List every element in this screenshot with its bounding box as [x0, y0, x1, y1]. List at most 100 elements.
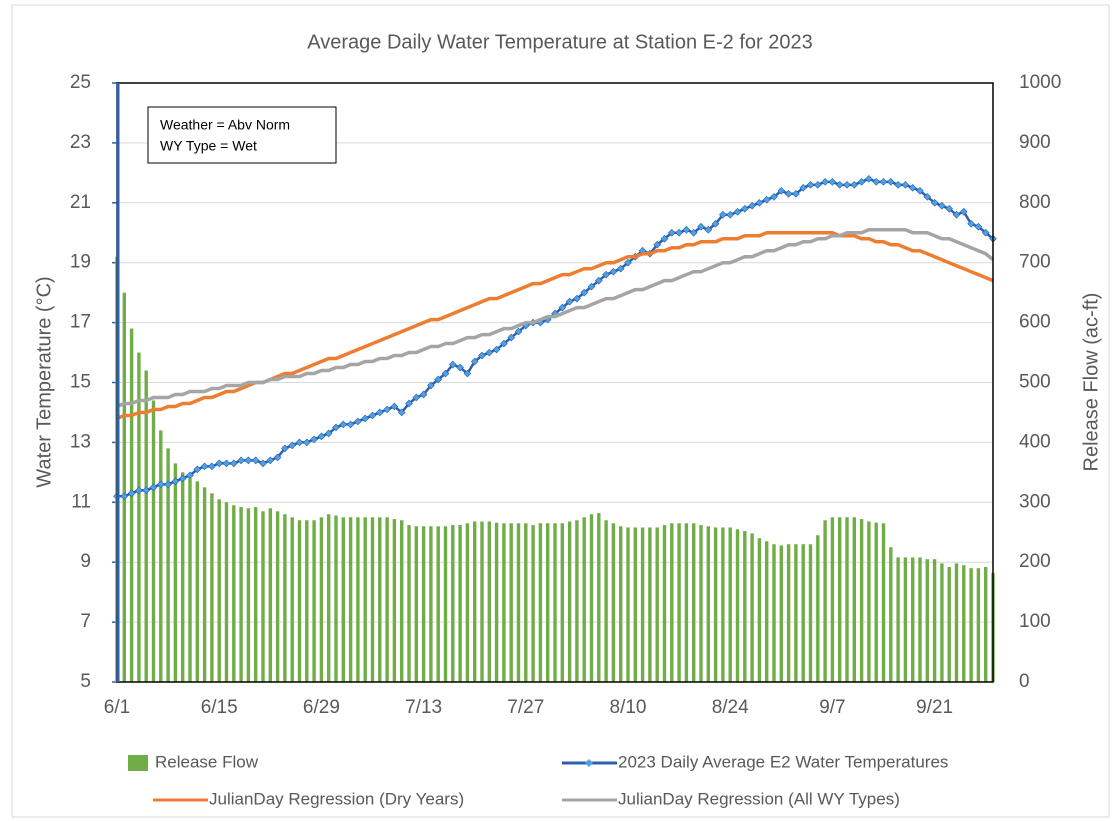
bar	[392, 519, 397, 682]
marker	[967, 219, 975, 228]
marker	[215, 459, 224, 468]
y2-tick-label: 900	[1019, 132, 1051, 153]
bar	[268, 508, 272, 682]
bar	[611, 523, 616, 682]
marker	[580, 288, 589, 297]
marker	[616, 264, 625, 273]
marker	[770, 192, 778, 201]
bar	[692, 523, 696, 682]
marker	[193, 465, 202, 474]
marker	[660, 234, 669, 243]
marker	[704, 225, 713, 234]
marker	[865, 175, 873, 183]
marker	[251, 456, 260, 465]
bar	[319, 517, 324, 682]
bar	[122, 292, 126, 682]
bar	[144, 370, 148, 682]
marker	[200, 462, 209, 471]
marker	[324, 429, 333, 438]
bar	[378, 517, 382, 682]
y2-tick-label: 100	[1019, 611, 1051, 632]
marker	[959, 207, 968, 216]
marker	[872, 178, 881, 186]
bar	[509, 523, 513, 682]
marker	[237, 456, 245, 465]
marker	[733, 207, 742, 216]
bar	[239, 507, 243, 682]
marker	[405, 399, 413, 408]
bar	[619, 526, 623, 682]
marker	[565, 297, 574, 306]
y-tick-label: 13	[70, 431, 91, 452]
bar	[640, 527, 645, 682]
bar	[443, 526, 448, 682]
marker	[777, 186, 786, 195]
annotation: WY Type = Wet	[160, 138, 257, 154]
bar	[538, 523, 543, 682]
bar	[801, 544, 805, 682]
marker	[682, 225, 691, 234]
bar	[976, 568, 981, 682]
annotation: Weather = Abv Norm	[160, 117, 290, 133]
bar	[699, 525, 703, 682]
marker	[390, 402, 399, 411]
marker	[762, 195, 771, 204]
bar	[706, 526, 710, 682]
bar	[465, 523, 470, 682]
marker	[427, 381, 435, 390]
marker	[317, 432, 326, 441]
bar	[648, 527, 652, 682]
marker	[719, 210, 727, 219]
bar	[896, 557, 900, 682]
marker	[266, 456, 275, 465]
marker	[748, 201, 756, 210]
bar	[750, 533, 754, 682]
legend-label: JulianDay Regression (All WY Types)	[618, 789, 900, 808]
marker	[675, 228, 683, 237]
bar	[151, 400, 156, 682]
marker	[120, 492, 129, 501]
marker	[302, 438, 311, 447]
bar	[772, 544, 776, 682]
bar	[838, 517, 842, 682]
x-tick-label: 6/29	[303, 697, 340, 718]
marker	[945, 204, 954, 213]
y2-tick-label: 400	[1019, 431, 1051, 452]
marker	[916, 186, 924, 195]
marker	[514, 327, 523, 336]
bar	[852, 517, 856, 682]
bar	[341, 517, 345, 682]
bar	[531, 525, 535, 682]
legend-swatch	[128, 755, 148, 771]
bar	[721, 527, 725, 682]
bar	[188, 478, 192, 682]
bar	[567, 521, 572, 682]
marker	[448, 360, 457, 369]
y-tick-label: 23	[70, 132, 91, 153]
bar	[969, 568, 973, 682]
chart-title: Average Daily Water Temperature at Stati…	[307, 31, 812, 53]
bar	[757, 538, 762, 682]
bar	[940, 563, 944, 682]
bar	[421, 526, 426, 682]
marker	[974, 222, 983, 231]
marker	[806, 181, 815, 189]
bar	[370, 517, 375, 682]
x-tick-label: 6/1	[104, 697, 130, 718]
bar	[210, 493, 214, 682]
bar	[254, 507, 258, 682]
marker	[799, 184, 808, 192]
bar	[502, 523, 506, 682]
bar	[575, 520, 579, 682]
marker	[850, 181, 859, 189]
marker	[609, 267, 618, 276]
marker	[295, 438, 304, 447]
y2-tick-label: 500	[1019, 372, 1051, 393]
marker	[507, 333, 516, 342]
bar	[181, 472, 185, 682]
bar	[275, 511, 280, 682]
bar	[713, 527, 718, 682]
marker	[828, 178, 837, 186]
x-tick-label: 8/24	[712, 697, 749, 718]
